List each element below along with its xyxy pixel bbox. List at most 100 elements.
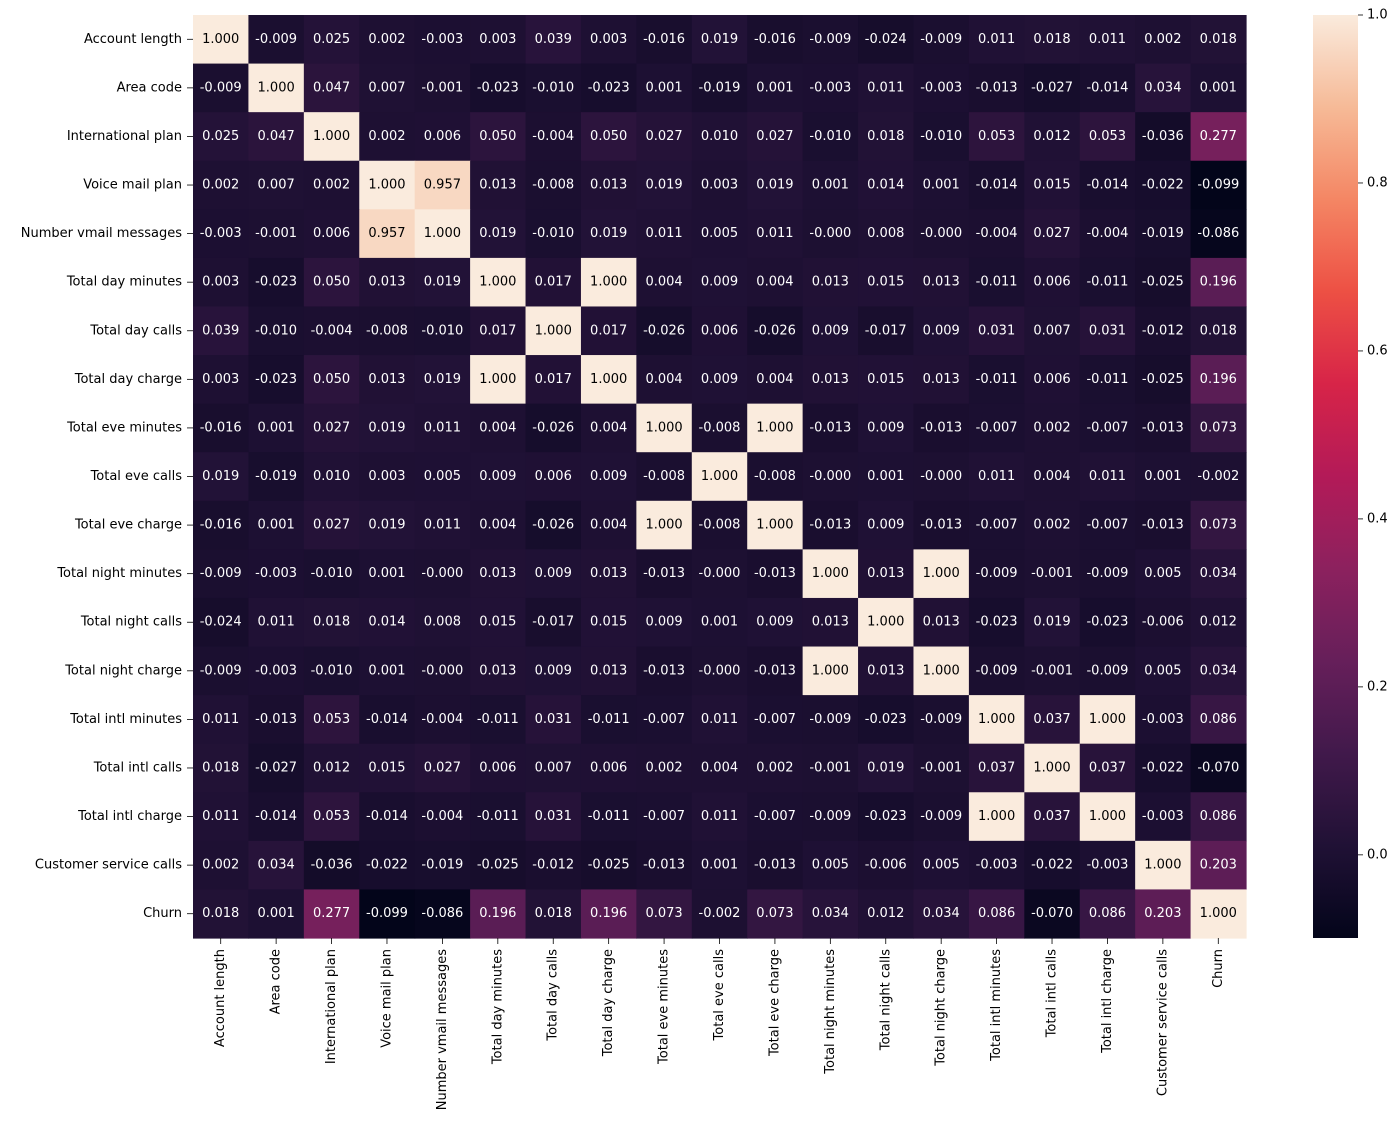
heatmap-cell	[248, 355, 305, 405]
cell-value-label: 0.039	[202, 323, 239, 338]
heatmap-cell	[1024, 15, 1081, 65]
heatmap-cell	[968, 743, 1025, 793]
cell-value-label: 0.009	[535, 663, 572, 678]
column-tick-label: International plan	[324, 949, 339, 1064]
heatmap-cell	[636, 160, 693, 210]
cell-value-label: 0.013	[590, 663, 627, 678]
heatmap-cell	[913, 112, 970, 162]
cell-value-label: 0.031	[535, 712, 572, 727]
cell-value-label: -0.003	[255, 663, 297, 678]
column-tick-label: Area code	[269, 949, 284, 1014]
heatmap-cell	[1190, 160, 1247, 210]
heatmap-cell	[193, 500, 250, 550]
cell-value-label: 0.001	[258, 420, 295, 435]
cell-value-label: 0.015	[590, 615, 627, 630]
cell-value-label: 0.031	[1089, 323, 1126, 338]
heatmap-cell	[802, 743, 859, 793]
cell-value-label: -0.013	[643, 663, 685, 678]
heatmap-cell	[858, 792, 915, 842]
cell-value-label: -0.000	[920, 469, 962, 484]
cell-value-label: -0.007	[754, 809, 796, 824]
cell-value-label: 1.000	[1200, 906, 1237, 921]
heatmap-cell	[303, 743, 360, 793]
cell-value-label: 1.000	[424, 226, 461, 241]
heatmap-cell	[1190, 452, 1247, 502]
cell-value-label: 0.005	[424, 469, 461, 484]
cell-value-label: 0.019	[202, 469, 239, 484]
cell-value-label: 0.002	[1033, 420, 1070, 435]
heatmap-cell	[913, 355, 970, 405]
cell-value-label: 0.047	[313, 80, 350, 95]
heatmap-cell	[968, 646, 1025, 696]
cell-value-label: 0.034	[812, 906, 849, 921]
heatmap-cell	[248, 500, 305, 550]
cell-value-label: -0.027	[255, 760, 297, 775]
cell-value-label: -0.003	[920, 80, 962, 95]
heatmap-cell	[968, 695, 1025, 745]
cell-value-label: 0.009	[701, 372, 738, 387]
cell-value-label: 0.203	[1200, 858, 1237, 873]
heatmap-cell	[1079, 549, 1136, 599]
cell-value-label: 0.011	[258, 615, 295, 630]
heatmap-cell	[470, 889, 527, 939]
cell-value-label: 0.013	[479, 566, 516, 581]
cell-value-label: 0.002	[756, 760, 793, 775]
cell-value-label: -0.001	[809, 760, 851, 775]
heatmap-cell	[1079, 889, 1136, 939]
heatmap-cell	[747, 257, 804, 308]
heatmap-cell	[802, 160, 859, 210]
cell-value-label: 0.005	[1144, 663, 1181, 678]
cell-value-label: -0.007	[1086, 420, 1128, 435]
heatmap-cell	[525, 646, 582, 696]
heatmap-cell	[802, 306, 859, 356]
cell-value-label: 0.037	[1089, 760, 1126, 775]
heatmap-cell	[747, 403, 804, 453]
cell-value-label: 0.027	[1033, 226, 1070, 241]
cell-value-label: 0.073	[645, 906, 682, 921]
heatmap-cell	[636, 355, 693, 405]
heatmap-cell	[470, 306, 527, 356]
cell-value-label: 0.002	[313, 178, 350, 193]
cell-value-label: -0.008	[532, 178, 574, 193]
heatmap-cell	[193, 306, 250, 356]
cell-value-label: 0.009	[812, 323, 849, 338]
heatmap-cell	[580, 160, 637, 210]
column-tick-label: Total day charge	[601, 949, 616, 1057]
cell-value-label: -0.001	[1031, 663, 1073, 678]
cell-value-label: -0.000	[421, 566, 463, 581]
heatmap-cell	[1079, 695, 1136, 745]
heatmap-cell	[470, 209, 527, 259]
cell-value-label: -0.070	[1031, 906, 1073, 921]
cell-value-label: -0.023	[1086, 615, 1128, 630]
cell-value-label: -0.010	[532, 80, 574, 95]
heatmap-cell	[193, 160, 250, 210]
heatmap-cell	[580, 792, 637, 842]
heatmap-cell	[248, 160, 305, 210]
row-tick-label: Total day charge	[74, 372, 182, 387]
heatmap-cell	[580, 355, 637, 405]
cell-value-label: 0.086	[978, 906, 1015, 921]
cell-value-label: 0.073	[756, 906, 793, 921]
heatmap-cell	[193, 743, 250, 793]
heatmap-cell	[525, 209, 582, 259]
heatmap-cell	[802, 549, 859, 599]
cell-value-label: 0.003	[701, 178, 738, 193]
cell-value-label: 0.050	[479, 129, 516, 144]
cell-value-label: -0.009	[809, 712, 851, 727]
cell-value-label: -0.026	[532, 420, 574, 435]
cell-value-label: 0.018	[1033, 32, 1070, 47]
heatmap-cell	[1024, 209, 1081, 259]
cell-value-label: 0.001	[1200, 80, 1237, 95]
heatmap-cell	[802, 500, 859, 550]
cell-value-label: -0.012	[532, 858, 574, 873]
heatmap-cell	[303, 112, 360, 162]
cell-value-label: 1.000	[1089, 712, 1126, 727]
cell-value-label: 0.019	[701, 32, 738, 47]
cell-value-label: 0.017	[479, 323, 516, 338]
cell-value-label: -0.004	[421, 809, 463, 824]
heatmap-cell	[636, 15, 693, 65]
heatmap-cell	[691, 63, 748, 113]
heatmap-cell	[248, 889, 305, 939]
heatmap-cell	[968, 112, 1025, 162]
heatmap-cell	[359, 743, 416, 793]
